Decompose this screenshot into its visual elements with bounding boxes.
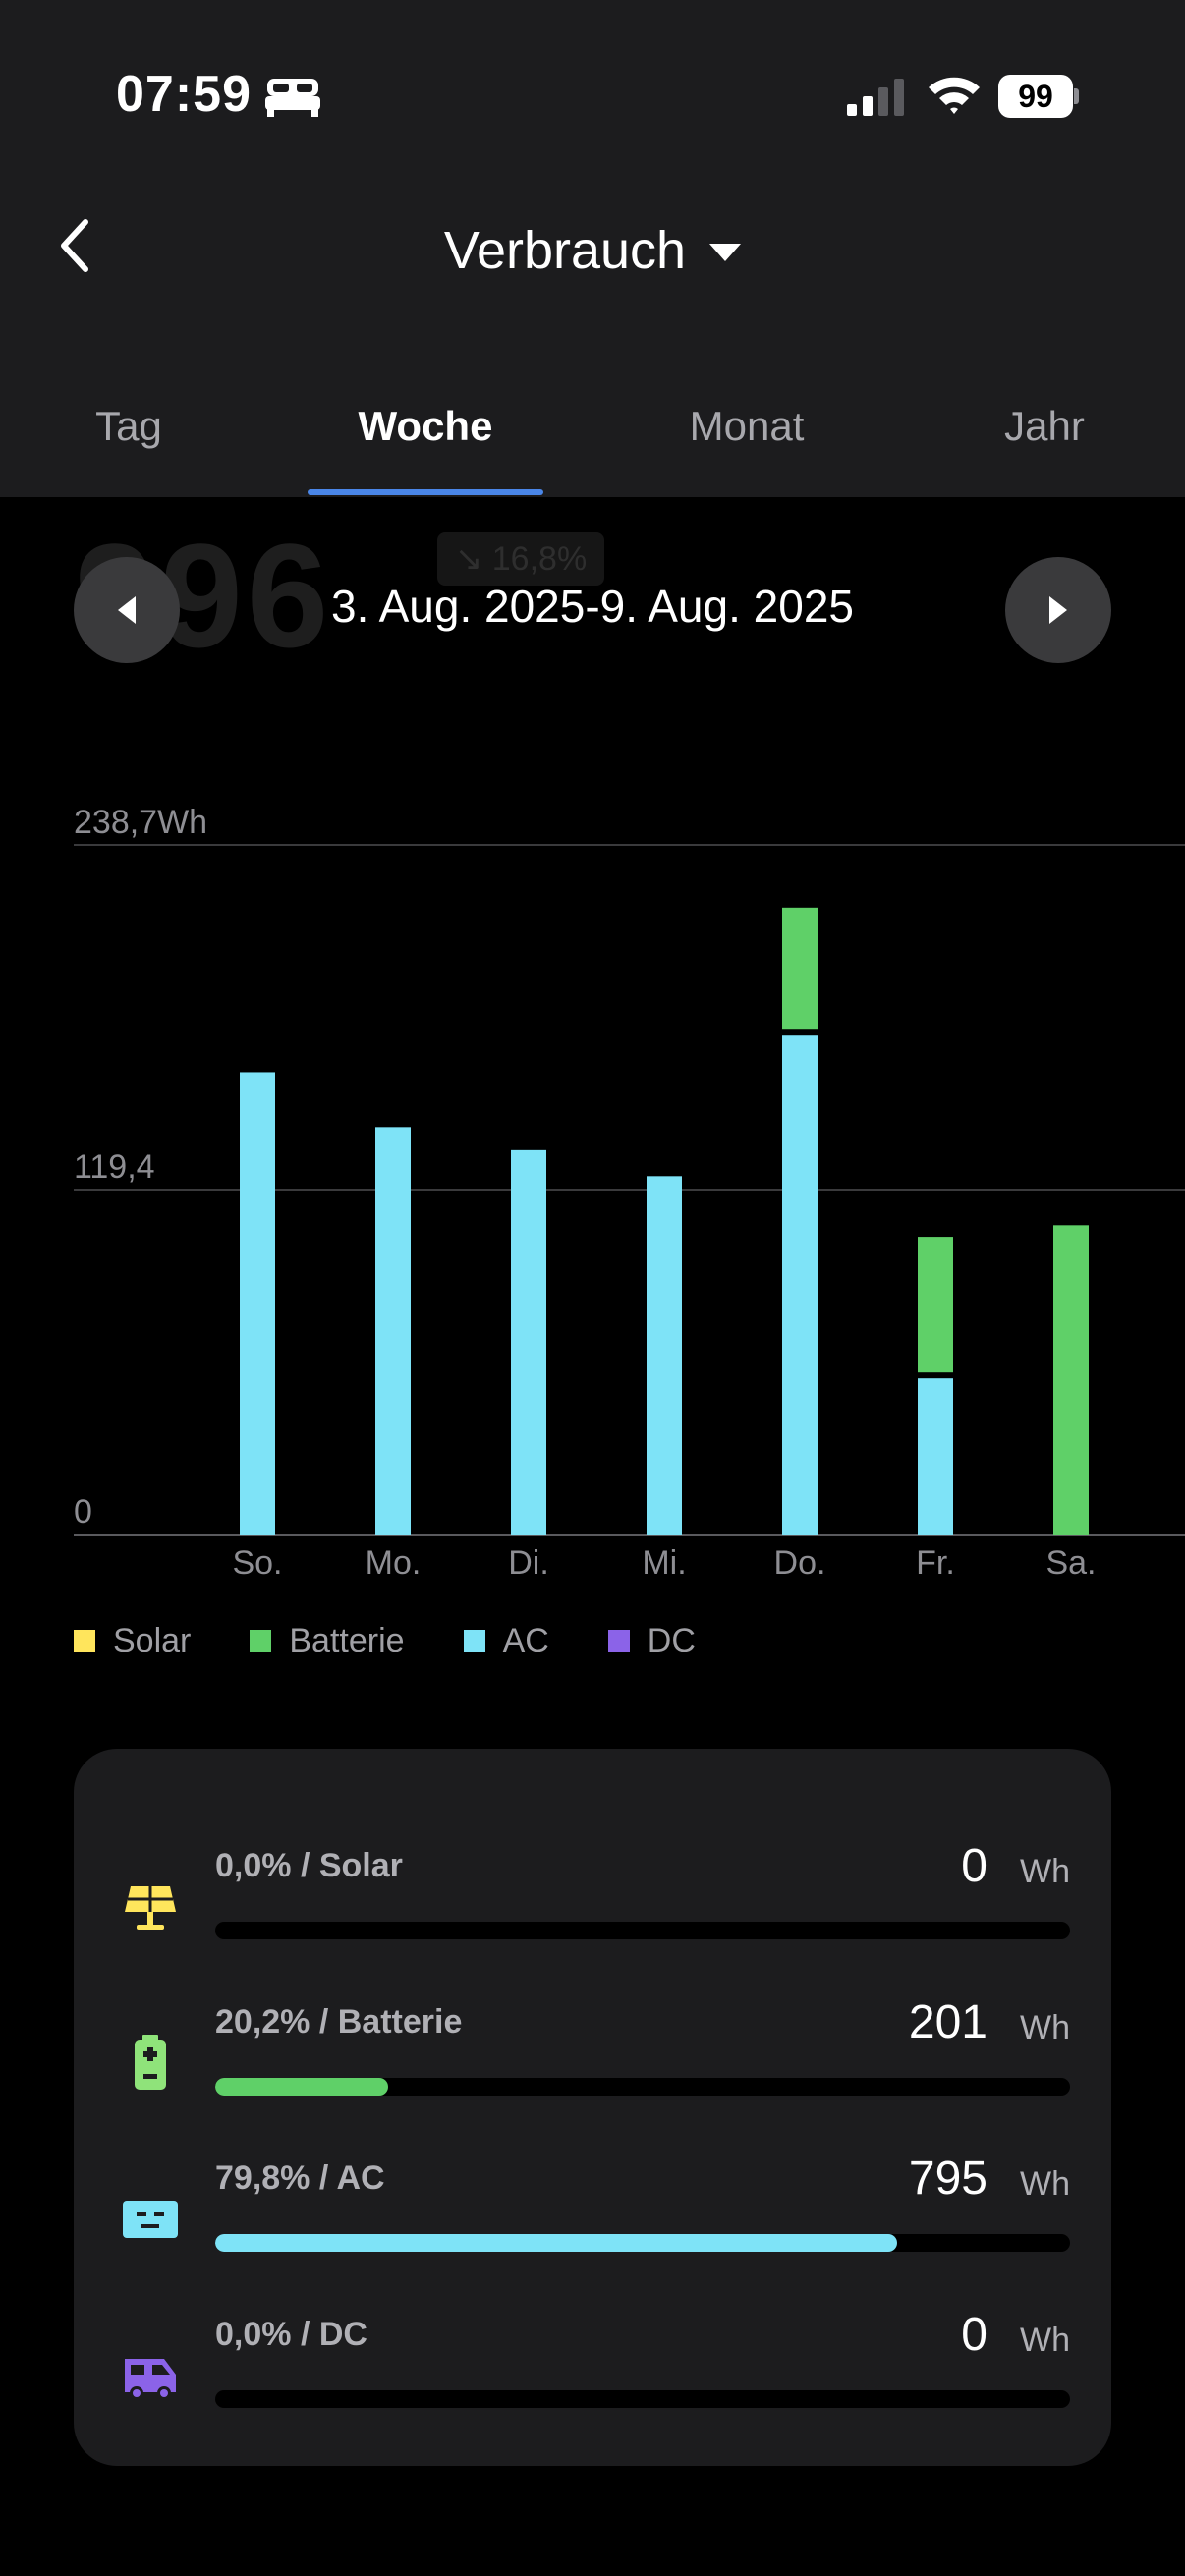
caret-down-icon [709,244,742,261]
arrow-left-icon [118,596,136,624]
date-range: 3. Aug. 2025-9. Aug. 2025 [330,581,854,632]
battery-cap [1074,88,1079,104]
title-dropdown[interactable]: Verbrauch [0,206,1185,295]
legend-label: Batterie [289,1621,405,1659]
status-bar: 07:59 99 [0,0,1185,187]
wifi-icon [929,77,980,114]
legend-label: Solar [113,1621,192,1659]
breakdown-row-solar: 0,0% / Solar 0 Wh [74,1839,1111,1996]
legend-item-ac: AC [463,1621,549,1660]
legend-item-batterie: Batterie [250,1621,405,1660]
breakdown-progress-fill [215,2078,388,2096]
breakdown-progress-track [215,2234,1070,2252]
change-value: 16,8% [491,540,588,578]
bar-segment-batterie [782,907,818,1030]
breakdown-label: 20,2% / Batterie [215,2003,463,2041]
solar-panel-icon [125,1886,176,1930]
breakdown-value: 201 [908,1996,988,2048]
legend-item-solar: Solar [74,1622,191,1660]
bar-segment-ac [511,1149,546,1535]
bar-segment-ac [647,1176,682,1535]
breakdown-label: 79,8% / AC [215,2159,385,2197]
previous-week-button[interactable] [74,557,180,663]
breakdown-value: 795 [908,2153,988,2205]
breakdown-label: 0,0% / DC [215,2316,367,2353]
bar-segment-ac [240,1072,275,1535]
battery-indicator: 99 [998,75,1079,118]
breakdown-label: 0,0% / Solar [215,1847,403,1884]
breakdown-value: 0 [961,1840,988,1892]
legend-label: DC [647,1621,696,1659]
bed-icon [265,79,320,117]
breakdown-unit: Wh [1020,2165,1070,2203]
breakdown-progress-fill [215,2234,898,2252]
camper-van-icon [125,2359,176,2400]
chevron-left-icon [61,219,88,272]
legend-swatch [463,1630,485,1652]
breakdown-card: 0,0% / Solar 0 Wh 20,2% / Batterie 201 W… [74,1749,1111,2466]
ac-outlet-icon [123,2201,178,2238]
legend-label: AC [502,1621,549,1659]
signal-icon [847,79,904,116]
tab-woche[interactable]: Woche [358,403,493,449]
change-badge: ↘ 16,8% [437,532,604,586]
breakdown-value: 0 [961,2309,988,2361]
tab-jahr[interactable]: Jahr [1004,403,1085,449]
x-tick-label: Di. [508,1544,549,1582]
x-tick-label: Fr. [916,1544,955,1582]
breakdown-unit: Wh [1020,1853,1070,1890]
tab-tag[interactable]: Tag [95,403,162,449]
breakdown-row-dc: 0,0% / DC 0 Wh [74,2308,1111,2465]
x-tick-label: So. [232,1544,282,1582]
breakdown-progress-track [215,1922,1070,1939]
x-tick-label: Do. [774,1544,826,1582]
bar-segment-batterie [918,1237,953,1373]
bar-segment-ac [782,1035,818,1535]
breakdown-row-ac: 79,8% / AC 795 Wh [74,2152,1111,2309]
breakdown-progress-track [215,2078,1070,2096]
chart-legend: Solar Batterie AC DC [74,1619,755,1662]
consumption-chart: 238,7Wh 119,4 0 So. Mo. Di. Mi. Do. Fr. Sa. [74,804,1185,1582]
x-tick-label: Mi. [642,1544,686,1582]
arrow-right-icon [1049,596,1067,624]
top-panel: 07:59 99 Verbrauch [0,0,1185,497]
y-tick-label: 119,4 [74,1148,155,1186]
next-week-button[interactable] [1005,557,1111,663]
status-time: 07:59 [116,66,252,123]
breakdown-unit: Wh [1020,2322,1070,2359]
battery-level: 99 [998,75,1073,118]
breakdown-progress-track [215,2390,1070,2408]
bar-segment-batterie [1053,1225,1089,1535]
x-tick-label: Mo. [366,1544,422,1582]
legend-swatch [607,1630,630,1652]
back-button[interactable] [39,206,108,285]
breakdown-unit: Wh [1020,2009,1070,2046]
bar-segment-ac [918,1378,953,1535]
breakdown-row-batterie: 20,2% / Batterie 201 Wh [74,1995,1111,2153]
y-tick-label: 0 [74,1493,92,1531]
active-tab-indicator [308,489,543,495]
tab-monat[interactable]: Monat [689,403,805,449]
period-tabs: Tag Woche Monat Jahr [0,393,1185,497]
page-title: Verbrauch [443,221,687,280]
legend-swatch [250,1630,272,1652]
battery-icon [135,2035,166,2090]
x-tick-label: Sa. [1045,1544,1096,1582]
bar-segment-ac [375,1127,411,1535]
legend-item-dc: DC [607,1621,696,1660]
y-tick-label: 238,7Wh [74,804,207,841]
legend-swatch [74,1630,95,1652]
